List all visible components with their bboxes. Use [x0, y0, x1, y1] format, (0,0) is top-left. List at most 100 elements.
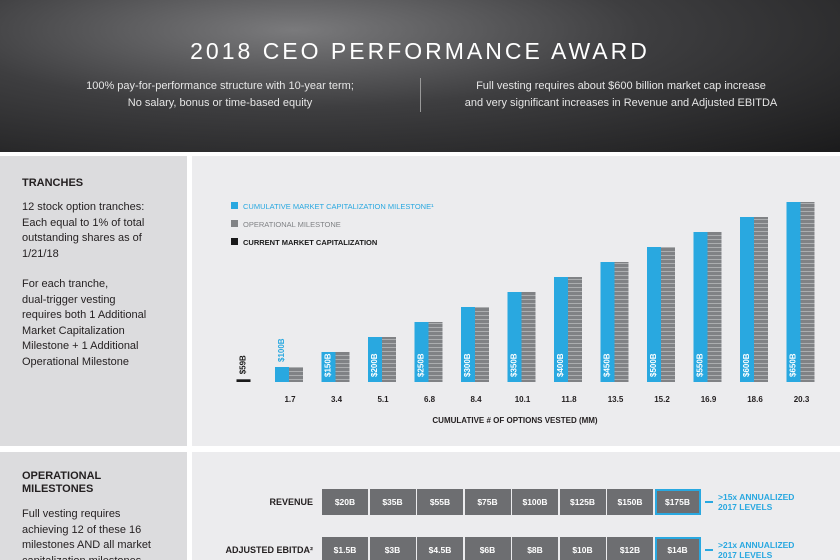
- line: requires both 1 Additional: [22, 309, 147, 321]
- row-label: ADJUSTED EBITDA²: [225, 545, 313, 555]
- value-label: $650B: [789, 353, 798, 377]
- line: achieving 12 of these 16: [22, 523, 142, 536]
- x-tick-label: 3.4: [331, 395, 343, 404]
- value-label: $59B: [239, 355, 248, 374]
- arrow: [705, 501, 713, 503]
- note-line: >21x ANNUALIZED: [718, 540, 795, 550]
- cell: $100B: [512, 489, 558, 515]
- bar-stripes: [707, 232, 722, 382]
- cell: $3B: [369, 537, 416, 560]
- bar: [693, 232, 708, 382]
- header: [0, 0, 840, 152]
- x-tick-label: 6.8: [424, 395, 436, 404]
- cell: $6B: [464, 537, 511, 560]
- ops-panel: [0, 452, 187, 560]
- bar: [414, 322, 429, 382]
- bar-stripes: [661, 247, 675, 382]
- value-label: $200B: [370, 353, 379, 377]
- cell: $1.5B: [322, 537, 368, 560]
- x-tick-label: 1.7: [284, 395, 296, 404]
- title: 2018 CEO PERFORMANCE AWARD: [190, 38, 650, 64]
- legend-label: OPERATIONAL MILESTONE: [243, 220, 341, 229]
- bar: [600, 262, 615, 382]
- divider: [420, 78, 421, 112]
- line: Each equal to 1% of total: [22, 216, 145, 229]
- bar-stripes: [428, 322, 443, 382]
- arrow: [705, 549, 713, 551]
- value-label: $100B: [277, 338, 286, 362]
- x-axis-title: CUMULATIVE # OF OPTIONS VESTED (MM): [432, 416, 598, 425]
- x-tick-label: 15.2: [654, 395, 670, 404]
- bar: [236, 379, 251, 382]
- bar: [507, 292, 522, 382]
- bar: [647, 247, 661, 382]
- value-label: $550B: [696, 353, 705, 377]
- bar: [321, 352, 336, 382]
- bar: [368, 337, 382, 382]
- line: capitalization milestones: [22, 554, 151, 560]
- paragraph: 12 stock option tranches: Each equal to 1…: [22, 200, 146, 262]
- left-sub: 100% pay-for-performance structure with …: [20, 78, 420, 112]
- bar: [461, 307, 475, 382]
- note: >21x ANNUALIZED 2017 LEVELS: [718, 540, 794, 560]
- x-tick-label: 13.5: [608, 395, 624, 404]
- cell: $4.5B: [417, 537, 463, 560]
- line: milestones AND all market: [22, 539, 151, 551]
- line: 100% pay-for-performance structure with …: [86, 80, 354, 92]
- bar-stripes: [475, 307, 489, 382]
- x-tick-label: 5.1: [377, 395, 389, 404]
- cell: $20B: [322, 489, 368, 515]
- heading: TRANCHES: [22, 177, 84, 189]
- chart: CUMULATIVE # OF OPTIONS VESTED (MM) CUMU…: [231, 202, 815, 425]
- cell: $35B: [369, 489, 416, 515]
- legend-label: CUMULATIVE MARKET CAPITALIZATION MILESTO…: [243, 202, 434, 211]
- line: Full vesting requires: [22, 508, 121, 520]
- value-label: $300B: [463, 353, 472, 377]
- x-tick-label: 20.3: [794, 395, 810, 404]
- line: outstanding shares as of: [22, 232, 142, 244]
- line: Operational Milestone: [22, 355, 130, 368]
- x-tick-label: 10.1: [515, 395, 531, 404]
- value-label: $600B: [742, 353, 751, 377]
- x-tick-label: 18.6: [747, 395, 763, 404]
- cell: $12B: [607, 537, 653, 560]
- line: MILESTONES: [22, 483, 94, 495]
- cell: $150B: [607, 489, 653, 515]
- note: >15x ANNUALIZED 2017 LEVELS: [718, 492, 794, 512]
- line: 1/21/18: [22, 247, 59, 260]
- line: No salary, bonus or time-based equity: [127, 97, 313, 109]
- tranches-text: 12 stock option tranches: Each equal to 1…: [22, 200, 146, 370]
- bar-stripes: [614, 262, 629, 382]
- bar-stripes: [335, 352, 350, 382]
- row-label: REVENUE: [269, 497, 313, 507]
- cell: $125B: [559, 489, 606, 515]
- line: dual-trigger vesting: [22, 293, 116, 306]
- value-label: $150B: [324, 353, 333, 377]
- bar: [786, 202, 801, 382]
- line: Market Capitalization: [22, 324, 125, 337]
- cell: $10B: [559, 537, 606, 560]
- line: Full vesting requires about $600 billion…: [476, 80, 766, 92]
- bar-stripes: [754, 217, 768, 382]
- tranches-panel: [0, 156, 187, 446]
- bar: [554, 277, 568, 382]
- bar-stripes: [289, 367, 303, 382]
- line: OPERATIONAL: [22, 470, 102, 482]
- bar-stripes: [800, 202, 815, 382]
- legend-swatch: [231, 202, 238, 209]
- paragraph: For each tranche, dual-trigger vesting req…: [22, 277, 146, 370]
- heading: OPERATIONAL MILESTONES: [22, 470, 101, 496]
- cell: $8B: [512, 537, 558, 560]
- line: Milestone + 1 Additional: [22, 340, 139, 352]
- legend-label: CURRENT MARKET CAPITALIZATION: [243, 238, 377, 247]
- bar-stripes: [568, 277, 582, 382]
- legend-swatch: [231, 238, 238, 245]
- cell: $75B: [464, 489, 511, 515]
- value-label: $450B: [603, 353, 612, 377]
- legend-swatch: [231, 220, 238, 227]
- note-line: 2017 LEVELS: [718, 502, 773, 512]
- x-tick-label: 16.9: [701, 395, 717, 404]
- cell: $175B: [654, 489, 701, 515]
- line: 12 stock option tranches:: [22, 201, 145, 213]
